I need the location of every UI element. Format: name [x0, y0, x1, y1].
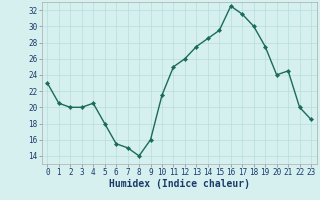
X-axis label: Humidex (Indice chaleur): Humidex (Indice chaleur) [109, 179, 250, 189]
